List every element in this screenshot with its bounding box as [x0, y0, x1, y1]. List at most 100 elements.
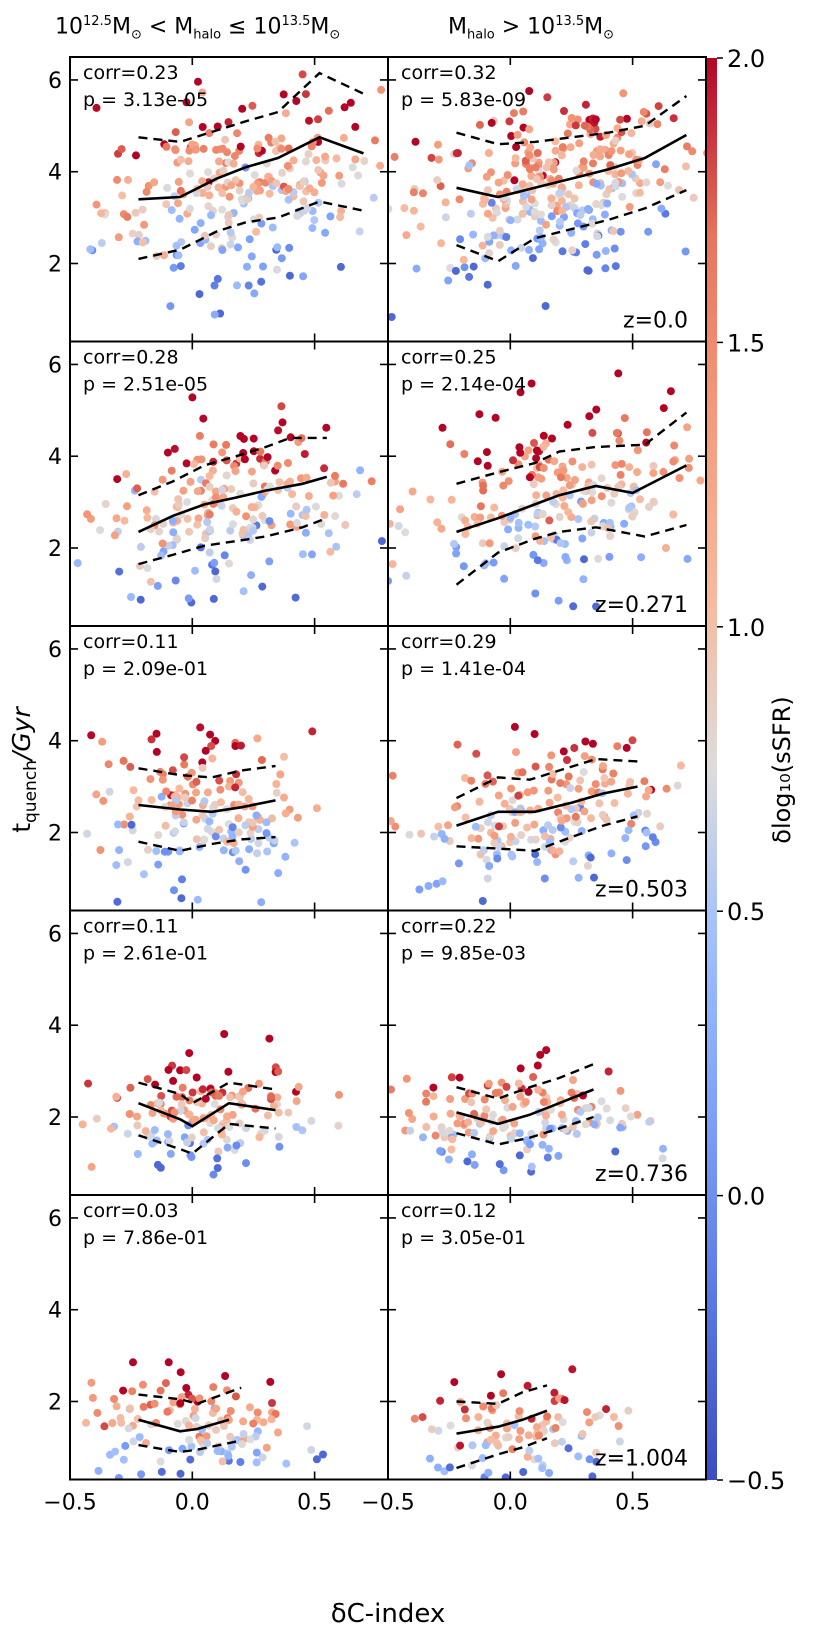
scatter-point	[212, 575, 221, 583]
scatter-point	[154, 831, 163, 840]
x-axis-label: δC-index	[331, 1599, 446, 1629]
percentile-lines	[456, 1384, 548, 1470]
scatter-points	[410, 1365, 633, 1499]
scatter-point	[308, 550, 316, 559]
scatter-point	[144, 845, 152, 854]
scatter-point	[215, 776, 224, 785]
scatter-point	[193, 487, 202, 496]
scatter-point	[540, 1491, 548, 1499]
scatter-point	[519, 191, 528, 200]
scatter-point	[495, 226, 504, 235]
scatter-point	[176, 1368, 185, 1377]
scatter-point	[658, 1154, 667, 1163]
scatter-point	[156, 1457, 165, 1466]
scatter-point	[210, 1099, 219, 1108]
scatter-point	[408, 1115, 417, 1123]
scatter-point	[402, 231, 411, 240]
scatter-point	[515, 1129, 524, 1138]
scatter-point	[617, 169, 626, 178]
scatter-point	[485, 249, 494, 258]
scatter-point	[252, 227, 261, 236]
scatter-point	[461, 1095, 470, 1103]
scatter-point	[589, 151, 598, 159]
scatter-point	[551, 1424, 560, 1432]
scatter-point	[499, 1166, 508, 1175]
scatter-point	[265, 189, 274, 198]
scatter-point	[440, 834, 449, 843]
scatter-point	[566, 143, 575, 152]
scatter-point	[201, 534, 210, 543]
scatter-point	[126, 1404, 134, 1413]
scatter-point	[332, 542, 341, 551]
scatter-point	[278, 418, 287, 427]
scatter-point	[478, 1454, 487, 1463]
x-tick-label: −0.5	[43, 1491, 96, 1516]
scatter-point	[391, 822, 400, 831]
scatter-point	[292, 502, 301, 511]
scatter-point	[510, 722, 519, 731]
scatter-point	[536, 1050, 545, 1059]
scatter-point	[175, 214, 184, 223]
scatter-points	[70, 723, 321, 907]
scatter-point	[514, 791, 523, 800]
scatter-point	[182, 1066, 191, 1075]
scatter-point	[424, 882, 433, 890]
scatter-point	[452, 549, 461, 558]
scatter-point	[696, 476, 705, 485]
scatter-point	[174, 177, 183, 186]
scatter-point	[269, 1101, 278, 1110]
scatter-point	[610, 244, 619, 253]
scatter-point	[238, 1440, 246, 1449]
scatter-point	[459, 562, 468, 571]
scatter-point	[583, 861, 592, 870]
scatter-point	[578, 1430, 587, 1438]
scatter-point	[570, 194, 579, 203]
scatter-point	[415, 885, 424, 894]
scatter-point	[388, 771, 397, 780]
scatter-point	[331, 512, 340, 521]
scatter-point	[474, 1413, 483, 1422]
scatter-point	[198, 123, 207, 131]
scatter-point	[221, 1372, 230, 1380]
scatter-point	[186, 1455, 195, 1464]
scatter-point	[547, 751, 556, 760]
scatter-point	[243, 262, 251, 271]
scatter-point	[336, 213, 345, 222]
median-line	[138, 1418, 230, 1433]
scatter-point	[278, 168, 287, 177]
scatter-point	[525, 151, 534, 160]
scatter-point	[557, 473, 565, 482]
scatter-point	[611, 1147, 620, 1156]
scatter-point	[128, 229, 137, 238]
scatter-point	[653, 120, 662, 129]
scatter-point	[188, 393, 197, 402]
scatter-point	[188, 1088, 197, 1097]
scatter-point	[419, 189, 427, 198]
scatter-point	[249, 526, 257, 535]
scatter-point	[157, 1467, 166, 1476]
scatter-point	[226, 240, 235, 249]
scatter-point	[515, 1435, 524, 1444]
scatter-point	[524, 520, 533, 529]
scatter-point	[615, 1437, 624, 1446]
scatter-point	[504, 1433, 513, 1442]
scatter-point	[120, 516, 129, 525]
scatter-point	[167, 206, 176, 215]
scatter-point	[144, 1481, 152, 1489]
scatter-point	[301, 157, 310, 166]
scatter-point	[148, 1109, 157, 1117]
scatter-point	[196, 1436, 205, 1445]
scatter-point	[312, 1455, 321, 1464]
scatter-point	[254, 839, 263, 848]
scatter-point	[602, 1104, 611, 1113]
scatter-point	[616, 470, 625, 479]
scatter-point	[265, 1034, 274, 1043]
scatter-point	[666, 387, 675, 396]
scatter-point	[208, 754, 217, 763]
scatter-point	[354, 171, 363, 180]
scatter-point	[319, 171, 328, 180]
scatter-point	[633, 446, 642, 455]
scatter-point	[192, 788, 200, 797]
scatter-point	[178, 1083, 187, 1092]
scatter-point	[213, 1164, 222, 1172]
